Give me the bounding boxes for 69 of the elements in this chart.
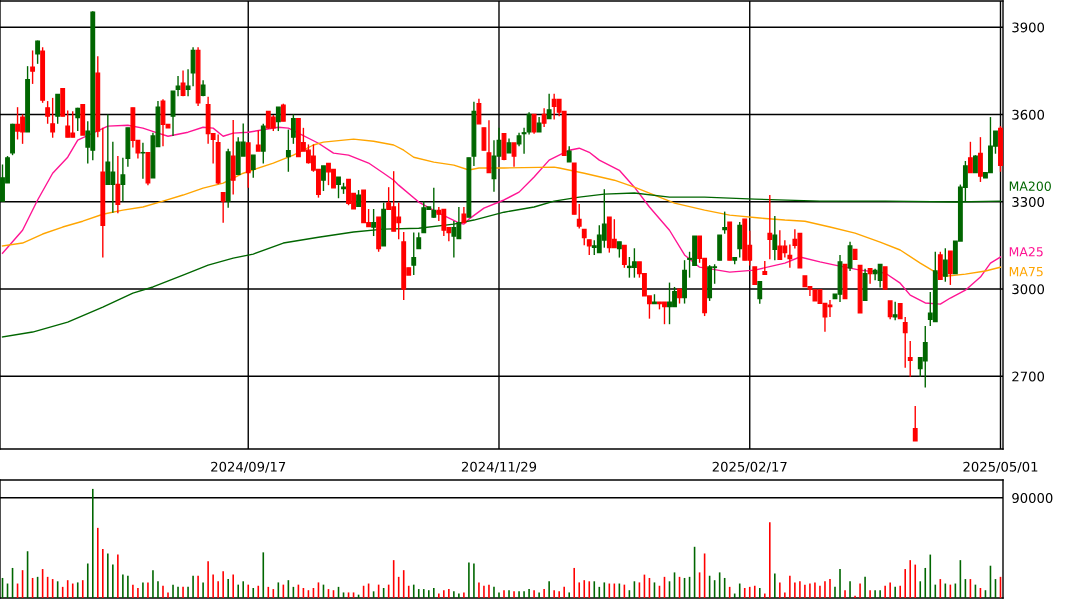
candlestick — [541, 107, 547, 128]
x-tick-label: 2024/11/29 — [461, 461, 537, 473]
candlestick — [877, 263, 883, 289]
candlestick — [481, 127, 487, 151]
series-label: MA75 — [1009, 267, 1043, 277]
candlestick — [451, 220, 457, 259]
candlestick — [621, 244, 627, 269]
candlestick — [55, 93, 61, 125]
series-label: MA25 — [1009, 247, 1043, 257]
x-tick-label: 2025/02/17 — [712, 461, 787, 473]
candlestick — [967, 141, 973, 174]
candlestick — [767, 194, 773, 261]
candlestick — [285, 128, 291, 173]
candlestick — [787, 243, 793, 269]
candlestick — [827, 299, 833, 318]
candlestick — [50, 97, 56, 139]
candlestick — [140, 141, 146, 180]
candlestick — [922, 325, 928, 389]
candlestick — [185, 68, 191, 97]
candlestick — [65, 109, 71, 138]
candlestick — [250, 154, 256, 179]
candlestick — [772, 215, 778, 261]
candlestick — [431, 187, 437, 219]
candlestick — [531, 113, 537, 135]
candlestick — [336, 176, 341, 199]
candlestick — [371, 208, 377, 237]
candlestick — [115, 155, 121, 215]
candlestick — [611, 218, 617, 249]
candlestick — [912, 405, 918, 442]
candlestick — [892, 301, 898, 321]
candlestick — [777, 229, 783, 261]
series-label: MA200 — [1009, 181, 1051, 191]
x-tick-label: 2025/05/01 — [963, 461, 1038, 473]
candlestick — [576, 203, 582, 230]
candlestick — [737, 221, 743, 259]
x-tick-label: 2024/09/17 — [211, 461, 286, 473]
candlestick — [907, 340, 913, 378]
candlestick — [180, 69, 186, 97]
candlestick — [105, 113, 111, 185]
candlestick — [978, 136, 983, 183]
line-series — [1, 138, 1002, 277]
candlestick — [275, 106, 281, 132]
candlestick — [546, 93, 552, 120]
candlestick — [45, 100, 51, 125]
y-tick-label: 2700 — [1012, 371, 1045, 382]
candlestick — [631, 247, 637, 279]
candlestick — [947, 250, 953, 286]
candlestick — [190, 46, 196, 87]
candlestick — [290, 113, 296, 145]
y-tick-label: 3900 — [1012, 22, 1045, 33]
candlestick — [867, 267, 873, 285]
y-tick-label: 3600 — [1012, 109, 1045, 120]
y-tick-label: 3000 — [1012, 284, 1045, 295]
candlestick — [722, 210, 728, 235]
candlestick — [887, 300, 893, 320]
candlestick — [35, 39, 41, 65]
candlestick — [220, 192, 226, 224]
candlestick — [882, 266, 888, 290]
y-tick-label: 3300 — [1012, 196, 1045, 207]
candlestick — [411, 231, 417, 276]
candlestick — [757, 281, 763, 305]
candlestick — [30, 49, 36, 85]
y-tick-label: 90000 — [1012, 493, 1053, 504]
candlestick — [902, 316, 908, 369]
candlestick — [476, 98, 482, 125]
candlestick — [321, 165, 326, 192]
candlestick — [255, 129, 261, 152]
candlestick — [526, 111, 532, 136]
candlestick — [942, 247, 948, 283]
